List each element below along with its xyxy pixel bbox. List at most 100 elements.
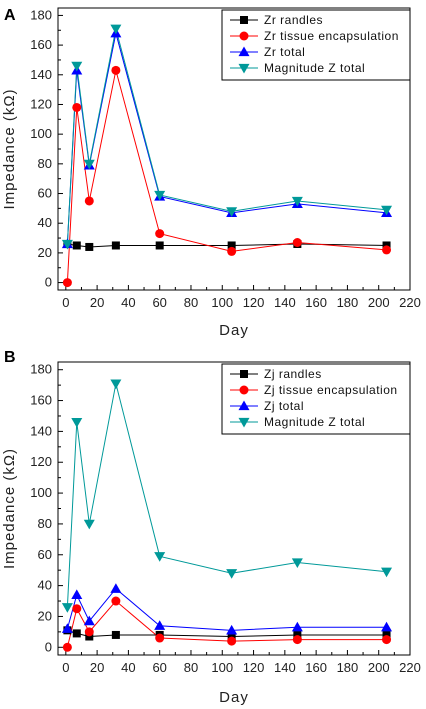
- data-point-1: [155, 633, 165, 643]
- x-tick-label: 140: [274, 295, 296, 310]
- y-axis-label: Impedance (kΩ): [1, 88, 18, 209]
- x-tick-label: 200: [368, 295, 390, 310]
- data-point-0: [382, 630, 391, 639]
- legend-marker: [238, 417, 250, 428]
- data-point-1: [62, 642, 72, 652]
- x-tick-label: 100: [211, 660, 233, 675]
- x-axis-label: Day: [219, 689, 249, 706]
- x-tick-label: 180: [337, 660, 359, 675]
- x-tick-label: 80: [184, 660, 198, 675]
- data-point-3: [381, 205, 393, 216]
- x-tick-label: 120: [243, 295, 265, 310]
- y-tick-label: 140: [30, 423, 52, 438]
- x-tick-label: 160: [305, 295, 327, 310]
- y-tick-label: 80: [38, 516, 52, 531]
- x-tick-label: 180: [337, 295, 359, 310]
- data-point-1: [227, 246, 237, 256]
- y-tick-label: 40: [38, 578, 52, 593]
- legend-label: Zr randles: [264, 13, 323, 27]
- series-line-3: [66, 383, 387, 608]
- data-point-2: [61, 623, 73, 633]
- data-point-3: [61, 239, 73, 250]
- y-tick-label: 100: [30, 485, 52, 500]
- data-point-3: [71, 418, 83, 428]
- data-point-3: [226, 569, 238, 579]
- data-point-0: [72, 629, 81, 638]
- y-tick-label: 180: [30, 7, 52, 22]
- data-point-0: [85, 632, 94, 641]
- data-point-1: [84, 627, 94, 637]
- data-point-3: [381, 567, 393, 578]
- y-tick-label: 20: [38, 245, 52, 260]
- y-tick-label: 160: [30, 393, 52, 408]
- data-point-0: [227, 632, 236, 641]
- data-point-3: [110, 24, 122, 35]
- y-tick-label: 20: [38, 608, 52, 623]
- data-point-3: [291, 196, 303, 207]
- x-axis-label: Day: [219, 322, 249, 339]
- data-point-1: [382, 245, 392, 255]
- data-point-3: [83, 159, 95, 170]
- data-point-1: [111, 65, 121, 75]
- x-tick-label: 0: [62, 660, 69, 675]
- x-tick-label: 220: [399, 295, 421, 310]
- series-line-1: [66, 600, 387, 648]
- y-tick-label: 180: [30, 362, 52, 377]
- data-point-2: [71, 589, 83, 599]
- data-point-1: [72, 604, 82, 614]
- legend: Zj randles Zj tissue encapsulation Zj tota…: [221, 363, 411, 435]
- legend: Zr randles Zr tissue encapsulation Zr tota…: [221, 9, 411, 81]
- data-point-2: [291, 621, 303, 632]
- x-tick-label: 60: [152, 660, 166, 675]
- panel-letter: A: [4, 7, 16, 24]
- y-tick-label: 0: [45, 639, 52, 654]
- data-point-3: [154, 552, 166, 562]
- x-tick-label: 60: [152, 295, 166, 310]
- data-point-0: [227, 241, 236, 250]
- legend-marker: [238, 46, 250, 57]
- y-tick-label: 60: [38, 186, 52, 201]
- legend-label: Zr tissue encapsulation: [264, 29, 399, 43]
- data-point-3: [154, 190, 166, 201]
- legend-marker: [239, 385, 249, 395]
- x-tick-label: 200: [368, 660, 390, 675]
- x-tick-label: 20: [90, 660, 104, 675]
- data-point-1: [84, 196, 94, 206]
- x-tick-label: 140: [274, 660, 296, 675]
- y-tick-label: 80: [38, 156, 52, 171]
- y-tick-label: 160: [30, 37, 52, 52]
- x-tick-label: 80: [184, 295, 198, 310]
- data-point-1: [111, 596, 121, 606]
- x-tick-label: 220: [399, 660, 421, 675]
- y-tick-label: 0: [45, 275, 52, 290]
- y-tick-label: 120: [30, 454, 52, 469]
- data-point-1: [382, 635, 392, 645]
- y-tick-label: 100: [30, 126, 52, 141]
- x-tick-label: 40: [121, 295, 135, 310]
- y-axis-label: Impedance (kΩ): [1, 448, 18, 569]
- y-tick-label: 140: [30, 67, 52, 82]
- y-tick-label: 40: [38, 215, 52, 230]
- data-point-1: [72, 102, 82, 112]
- x-tick-label: 40: [121, 660, 135, 675]
- data-point-3: [291, 558, 303, 568]
- data-point-2: [226, 624, 238, 635]
- data-point-2: [83, 615, 95, 626]
- legend-marker: [240, 16, 248, 24]
- chart-panel-b: B 0 20 40 60 80 100 120 140 160 180 0 20 40 60 80 100 120…: [1, 349, 421, 706]
- legend-marker: [240, 370, 248, 378]
- series-line-3: [66, 28, 387, 245]
- data-point-0: [85, 242, 94, 251]
- data-point-0: [72, 241, 81, 250]
- x-tick-label: 0: [62, 295, 69, 310]
- data-point-0: [111, 630, 120, 639]
- data-point-1: [292, 238, 302, 248]
- y-tick-label: 120: [30, 96, 52, 111]
- legend-marker: [238, 63, 250, 74]
- chart-panel-a: A 0 20 40 60 80 100 120 140 160 180 0 20 40 60 80 100 120…: [1, 7, 421, 339]
- panel-letter: B: [4, 349, 16, 366]
- data-point-3: [83, 519, 95, 530]
- legend-marker: [239, 31, 249, 41]
- legend-marker: [238, 400, 250, 411]
